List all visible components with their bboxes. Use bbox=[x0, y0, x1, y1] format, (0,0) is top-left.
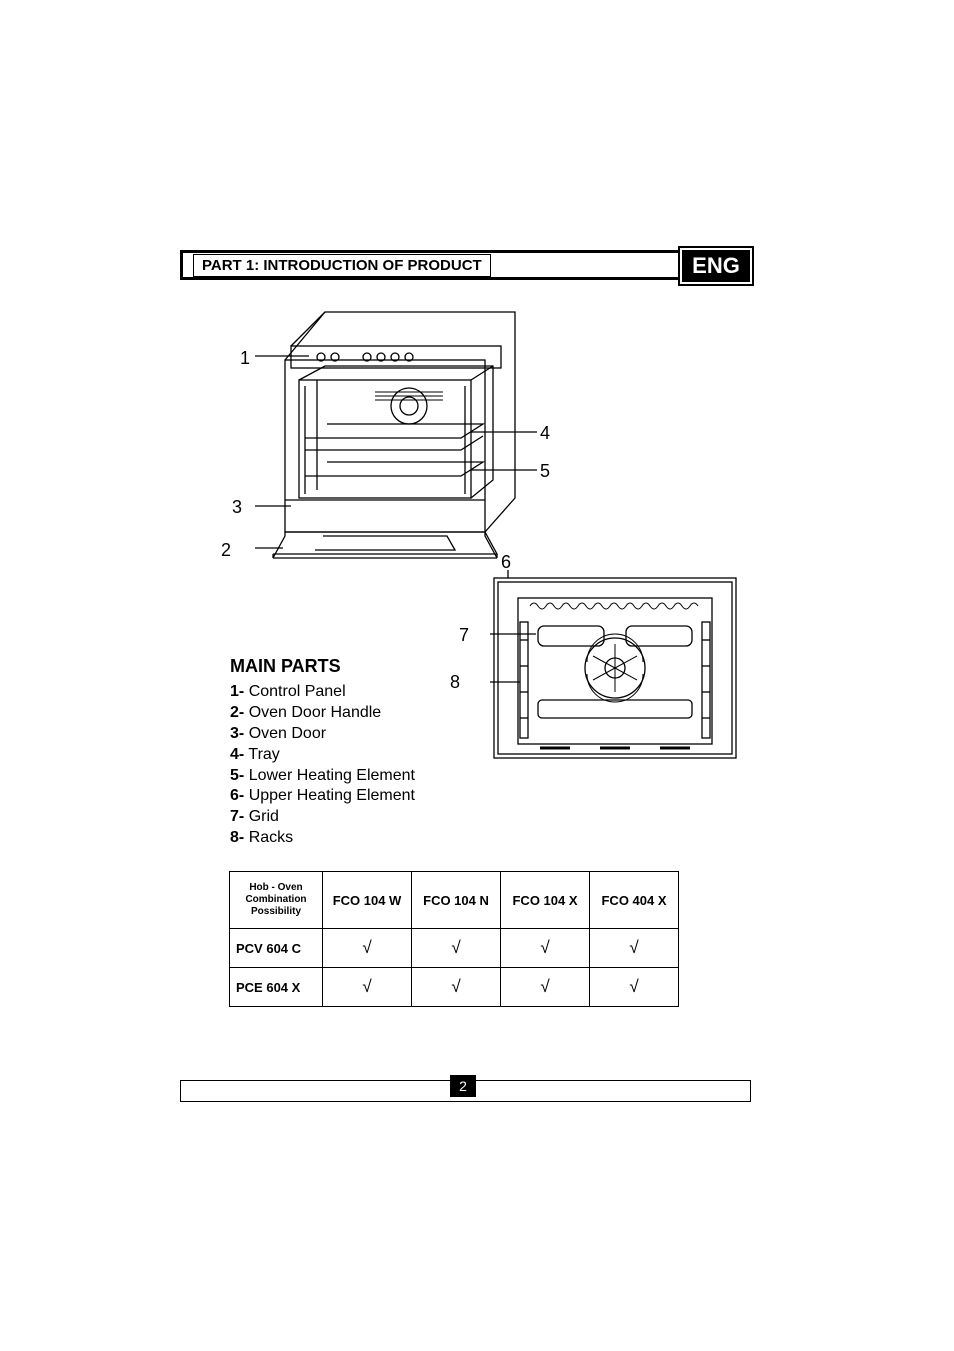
table-cell: √ bbox=[590, 968, 679, 1007]
callout-7: 7 bbox=[459, 625, 469, 646]
table-cell: √ bbox=[323, 968, 412, 1007]
table-row-header: PCE 604 X bbox=[230, 968, 323, 1007]
table-col-header: FCO 404 X bbox=[590, 872, 679, 929]
oven-diagram-interior bbox=[490, 570, 740, 765]
table-cell: √ bbox=[412, 929, 501, 968]
table-corner-header: Hob - Oven Combination Possibility bbox=[230, 872, 323, 929]
oven-diagram-open bbox=[255, 300, 550, 565]
section-title: PART 1: INTRODUCTION OF PRODUCT bbox=[193, 254, 491, 277]
part-row-8: 8- Racks bbox=[230, 828, 415, 849]
part-num: 1- bbox=[230, 683, 244, 700]
table-col-header: FCO 104 N bbox=[412, 872, 501, 929]
part-row-5: 5- Lower Heating Element bbox=[230, 766, 415, 787]
part-label: Upper Heating Element bbox=[249, 787, 415, 804]
manual-page: PART 1: INTRODUCTION OF PRODUCT ENG bbox=[0, 0, 954, 1351]
table-cell: √ bbox=[501, 968, 590, 1007]
table-col-header: FCO 104 W bbox=[323, 872, 412, 929]
part-num: 3- bbox=[230, 725, 244, 742]
part-label: Tray bbox=[248, 746, 279, 763]
table-cell: √ bbox=[412, 968, 501, 1007]
callout-3: 3 bbox=[232, 497, 242, 518]
table-cell: √ bbox=[590, 929, 679, 968]
table-col-header: FCO 104 X bbox=[501, 872, 590, 929]
part-label: Racks bbox=[249, 829, 293, 846]
table-cell: √ bbox=[323, 929, 412, 968]
callout-6: 6 bbox=[501, 552, 511, 573]
table-cell: √ bbox=[501, 929, 590, 968]
part-num: 8- bbox=[230, 829, 244, 846]
part-row-6: 6- Upper Heating Element bbox=[230, 786, 415, 807]
part-num: 5- bbox=[230, 767, 244, 784]
table-row-header: PCV 604 C bbox=[230, 929, 323, 968]
callout-5: 5 bbox=[540, 461, 550, 482]
table-header-row: Hob - Oven Combination Possibility FCO 1… bbox=[230, 872, 679, 929]
combination-table: Hob - Oven Combination Possibility FCO 1… bbox=[229, 871, 679, 1007]
callout-2: 2 bbox=[221, 540, 231, 561]
part-row-1: 1- Control Panel bbox=[230, 682, 415, 703]
table-row: PCV 604 C √ √ √ √ bbox=[230, 929, 679, 968]
part-num: 6- bbox=[230, 787, 244, 804]
part-label: Oven Door bbox=[249, 725, 326, 742]
part-label: Grid bbox=[249, 808, 279, 825]
part-num: 2- bbox=[230, 704, 244, 721]
part-num: 4- bbox=[230, 746, 244, 763]
page-number: 2 bbox=[450, 1075, 476, 1097]
callout-8: 8 bbox=[450, 672, 460, 693]
main-parts-title: MAIN PARTS bbox=[230, 655, 415, 678]
section-header-bar: PART 1: INTRODUCTION OF PRODUCT bbox=[180, 250, 752, 280]
language-badge: ENG bbox=[680, 248, 752, 284]
table-row: PCE 604 X √ √ √ √ bbox=[230, 968, 679, 1007]
part-row-4: 4- Tray bbox=[230, 745, 415, 766]
part-row-2: 2- Oven Door Handle bbox=[230, 703, 415, 724]
main-parts-list: MAIN PARTS 1- Control Panel 2- Oven Door… bbox=[230, 655, 415, 849]
part-label: Lower Heating Element bbox=[249, 767, 415, 784]
part-row-3: 3- Oven Door bbox=[230, 724, 415, 745]
part-label: Oven Door Handle bbox=[249, 704, 382, 721]
part-num: 7- bbox=[230, 808, 244, 825]
callout-1: 1 bbox=[240, 348, 250, 369]
callout-4: 4 bbox=[540, 423, 550, 444]
part-row-7: 7- Grid bbox=[230, 807, 415, 828]
part-label: Control Panel bbox=[249, 683, 346, 700]
